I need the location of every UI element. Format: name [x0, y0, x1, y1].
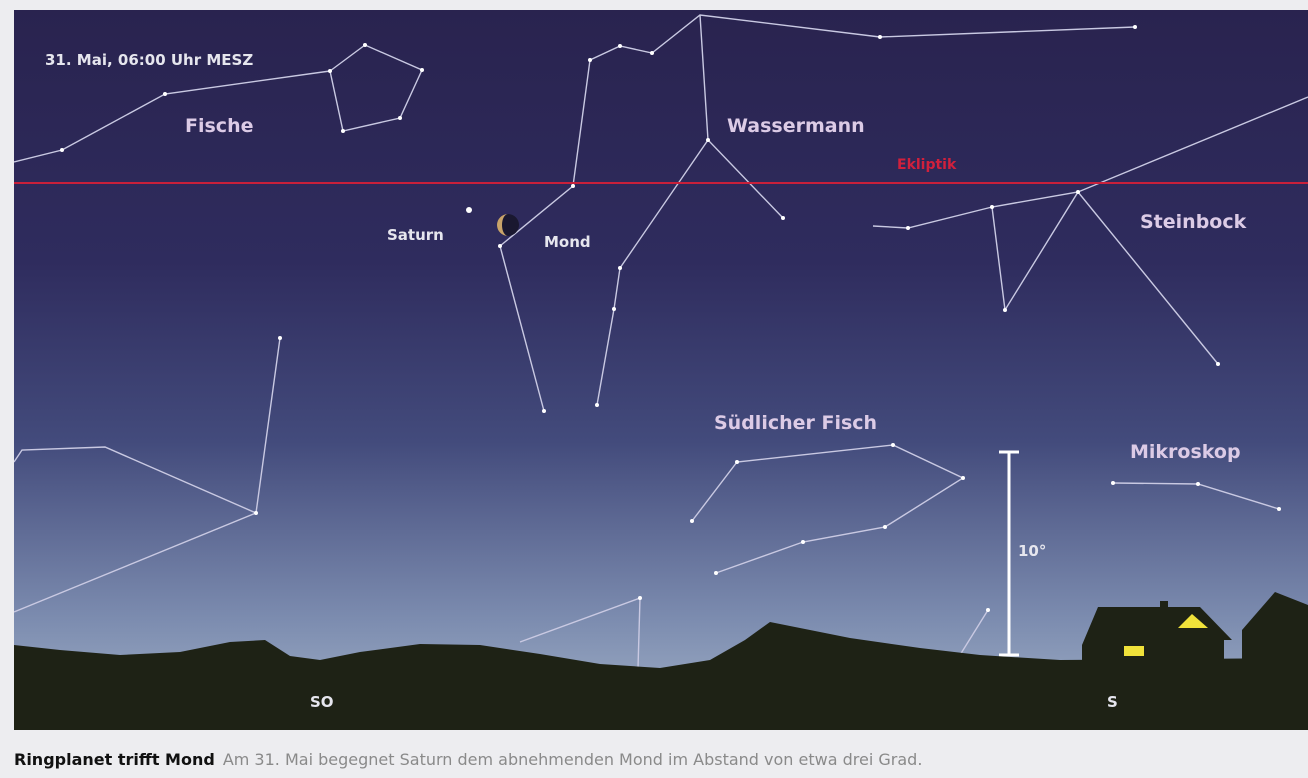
direction-label: SO: [310, 693, 334, 711]
sky-map: 31. Mai, 06:00 Uhr MESZ Fische Wasserman…: [14, 10, 1308, 730]
constellation-label: Fische: [185, 115, 253, 137]
direction-label: S: [1107, 693, 1118, 711]
scale-label: 10°: [1018, 542, 1046, 560]
constellation-label: Mikroskop: [1130, 441, 1241, 463]
ecliptic-label: Ekliptik: [897, 157, 957, 173]
page: 31. Mai, 06:00 Uhr MESZ Fische Wasserman…: [0, 0, 1308, 778]
moon: [497, 214, 519, 236]
timestamp: 31. Mai, 06:00 Uhr MESZ: [45, 51, 253, 69]
saturn: [466, 207, 472, 213]
caption-title: Ringplanet trifft Mond: [14, 750, 215, 769]
caption-text: Am 31. Mai begegnet Saturn dem abnehmend…: [223, 750, 923, 769]
caption: Ringplanet trifft Mond Am 31. Mai begegne…: [14, 750, 922, 769]
object-label: Mond: [544, 233, 591, 251]
object-label: Saturn: [387, 226, 444, 244]
constellation-label: Wassermann: [727, 115, 865, 137]
constellation-label: Südlicher Fisch: [714, 412, 877, 434]
constellation-label: Steinbock: [1140, 211, 1247, 233]
